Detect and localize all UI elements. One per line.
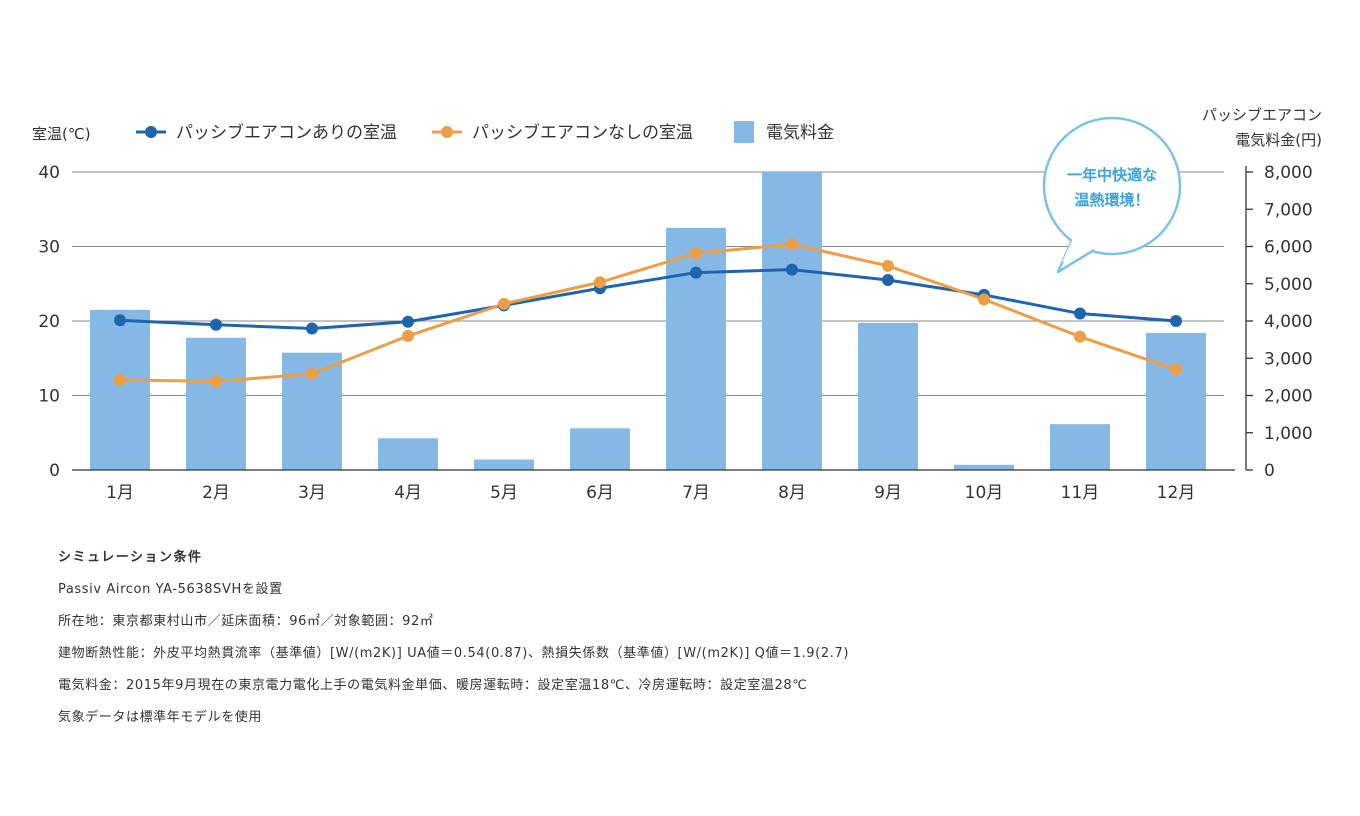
bar-12 bbox=[1146, 332, 1206, 470]
bar-8 bbox=[762, 171, 822, 470]
x-axis-tick-label-6: 6月 bbox=[586, 483, 614, 503]
legend-marker-1 bbox=[145, 126, 157, 138]
bar-6 bbox=[570, 428, 630, 470]
legend-marker-2 bbox=[441, 126, 453, 138]
bar-2 bbox=[186, 337, 246, 470]
series-2-point-10 bbox=[978, 293, 990, 306]
notes-line-model: Passiv Aircon YA-5638SVHを設置 bbox=[58, 582, 283, 597]
right-axis-tick-label-0: 0 bbox=[1264, 461, 1275, 481]
right-axis-title-line-2: 電気料金(円) bbox=[1235, 131, 1322, 149]
right-axis-tick-label-1: 1,000 bbox=[1264, 424, 1313, 444]
series-1-point-3 bbox=[306, 322, 318, 335]
right-axis-tick-label-6: 6,000 bbox=[1264, 238, 1313, 258]
right-axis-tick-label-7: 7,000 bbox=[1264, 200, 1313, 220]
left-axis-tick-label-1: 10 bbox=[38, 387, 60, 407]
bar-5 bbox=[474, 459, 534, 470]
chart: 0 10 20 30 40 0 1,000 2,000 3,000 4,000 5,000 6,000… bbox=[32, 106, 1322, 503]
x-axis-tick-label-10: 10月 bbox=[965, 483, 1004, 503]
series-2-point-8 bbox=[786, 238, 798, 251]
series-1-point-8 bbox=[786, 263, 798, 276]
series-2-point-5 bbox=[498, 297, 510, 310]
annotation-line-1: 一年中快適な bbox=[1067, 166, 1157, 184]
notes-line-weather: 気象データは標準年モデルを使用 bbox=[58, 710, 263, 725]
notes-title: シミュレーション条件 bbox=[58, 550, 203, 565]
legend-label-3: 電気料金 bbox=[766, 123, 834, 143]
x-axis-tick-label-5: 5月 bbox=[490, 483, 518, 503]
series-2-point-2 bbox=[210, 375, 222, 388]
series-2-point-6 bbox=[594, 276, 606, 289]
left-axis-title: 室温(℃) bbox=[32, 125, 91, 143]
left-axis-tick-label-4: 40 bbox=[38, 163, 60, 183]
series-1-point-4 bbox=[402, 315, 414, 328]
series-2-point-12 bbox=[1170, 363, 1182, 376]
series-2-point-9 bbox=[882, 259, 894, 272]
series-line-1 bbox=[119, 268, 1177, 330]
right-axis-tick-label-5: 5,000 bbox=[1264, 275, 1313, 295]
bar-11 bbox=[1050, 424, 1110, 470]
series-1-point-7 bbox=[690, 266, 702, 279]
right-axis-tick-label-3: 3,000 bbox=[1264, 349, 1313, 369]
series-line-2 bbox=[119, 242, 1177, 383]
series-2-point-11 bbox=[1074, 330, 1086, 343]
series-2-point-1 bbox=[114, 373, 126, 386]
series-1-point-2 bbox=[210, 318, 222, 331]
series-1-point-12 bbox=[1170, 315, 1182, 327]
notes-line-electricity: 電気料金：2015年9月現在の東京電力電化上手の電気料金単価、暖房運転時：設定室… bbox=[58, 678, 808, 693]
x-axis-tick-label-1: 1月 bbox=[106, 483, 134, 503]
left-axis-tick-label-2: 20 bbox=[38, 312, 60, 332]
right-axis-title-line-1: パッシブエアコン bbox=[1202, 106, 1322, 124]
right-axis-tick-label-4: 4,000 bbox=[1264, 312, 1313, 332]
bar-9 bbox=[858, 322, 918, 470]
series-1-point-1 bbox=[114, 314, 126, 327]
bar-1 bbox=[90, 309, 150, 470]
series-1-point-11 bbox=[1074, 307, 1086, 320]
simulation-conditions: シミュレーション条件 Passiv Aircon YA-5638SVHを設置 所… bbox=[58, 546, 1298, 738]
x-axis-tick-label-3: 3月 bbox=[298, 483, 326, 503]
annotation-line-2: 温熱環境！ bbox=[1074, 191, 1149, 209]
series-1-point-9 bbox=[882, 274, 894, 287]
legend-label-1: パッシブエアコンありの室温 bbox=[176, 122, 397, 143]
right-axis-tick-label-2: 2,000 bbox=[1264, 387, 1313, 407]
right-axis-tick-label-8: 8,000 bbox=[1264, 163, 1313, 183]
bar-7 bbox=[666, 227, 726, 470]
legend-label-2: パッシブエアコンなしの室温 bbox=[472, 122, 693, 143]
x-axis-tick-label-2: 2月 bbox=[202, 483, 230, 503]
left-axis-tick-label-0: 0 bbox=[49, 461, 60, 481]
legend-swatch-3 bbox=[734, 121, 754, 143]
x-axis-tick-label-7: 7月 bbox=[682, 483, 710, 503]
x-axis-tick-label-8: 8月 bbox=[778, 483, 806, 503]
series-2-point-4 bbox=[402, 329, 414, 342]
left-axis-tick-label-3: 30 bbox=[38, 238, 60, 258]
bar-10 bbox=[954, 464, 1014, 470]
series-2-point-7 bbox=[690, 247, 702, 260]
notes-line-location: 所在地：東京都東村山市／延床面積：96㎡／対象範囲：92㎡ bbox=[58, 614, 434, 629]
bar-4 bbox=[378, 438, 438, 470]
notes-line-insulation: 建物断熱性能：外皮平均熱貫流率（基準値）[W/(m2K)] UA値＝0.54(0… bbox=[58, 646, 849, 661]
speech-bubble bbox=[1042, 116, 1182, 256]
x-axis-tick-label-12: 12月 bbox=[1157, 483, 1196, 503]
x-axis-tick-label-9: 9月 bbox=[874, 483, 902, 503]
x-axis-tick-label-4: 4月 bbox=[394, 483, 422, 503]
speech-bubble-tail-fill bbox=[1062, 236, 1092, 262]
x-axis-tick-label-11: 11月 bbox=[1061, 483, 1100, 503]
series-2-point-3 bbox=[306, 367, 318, 380]
